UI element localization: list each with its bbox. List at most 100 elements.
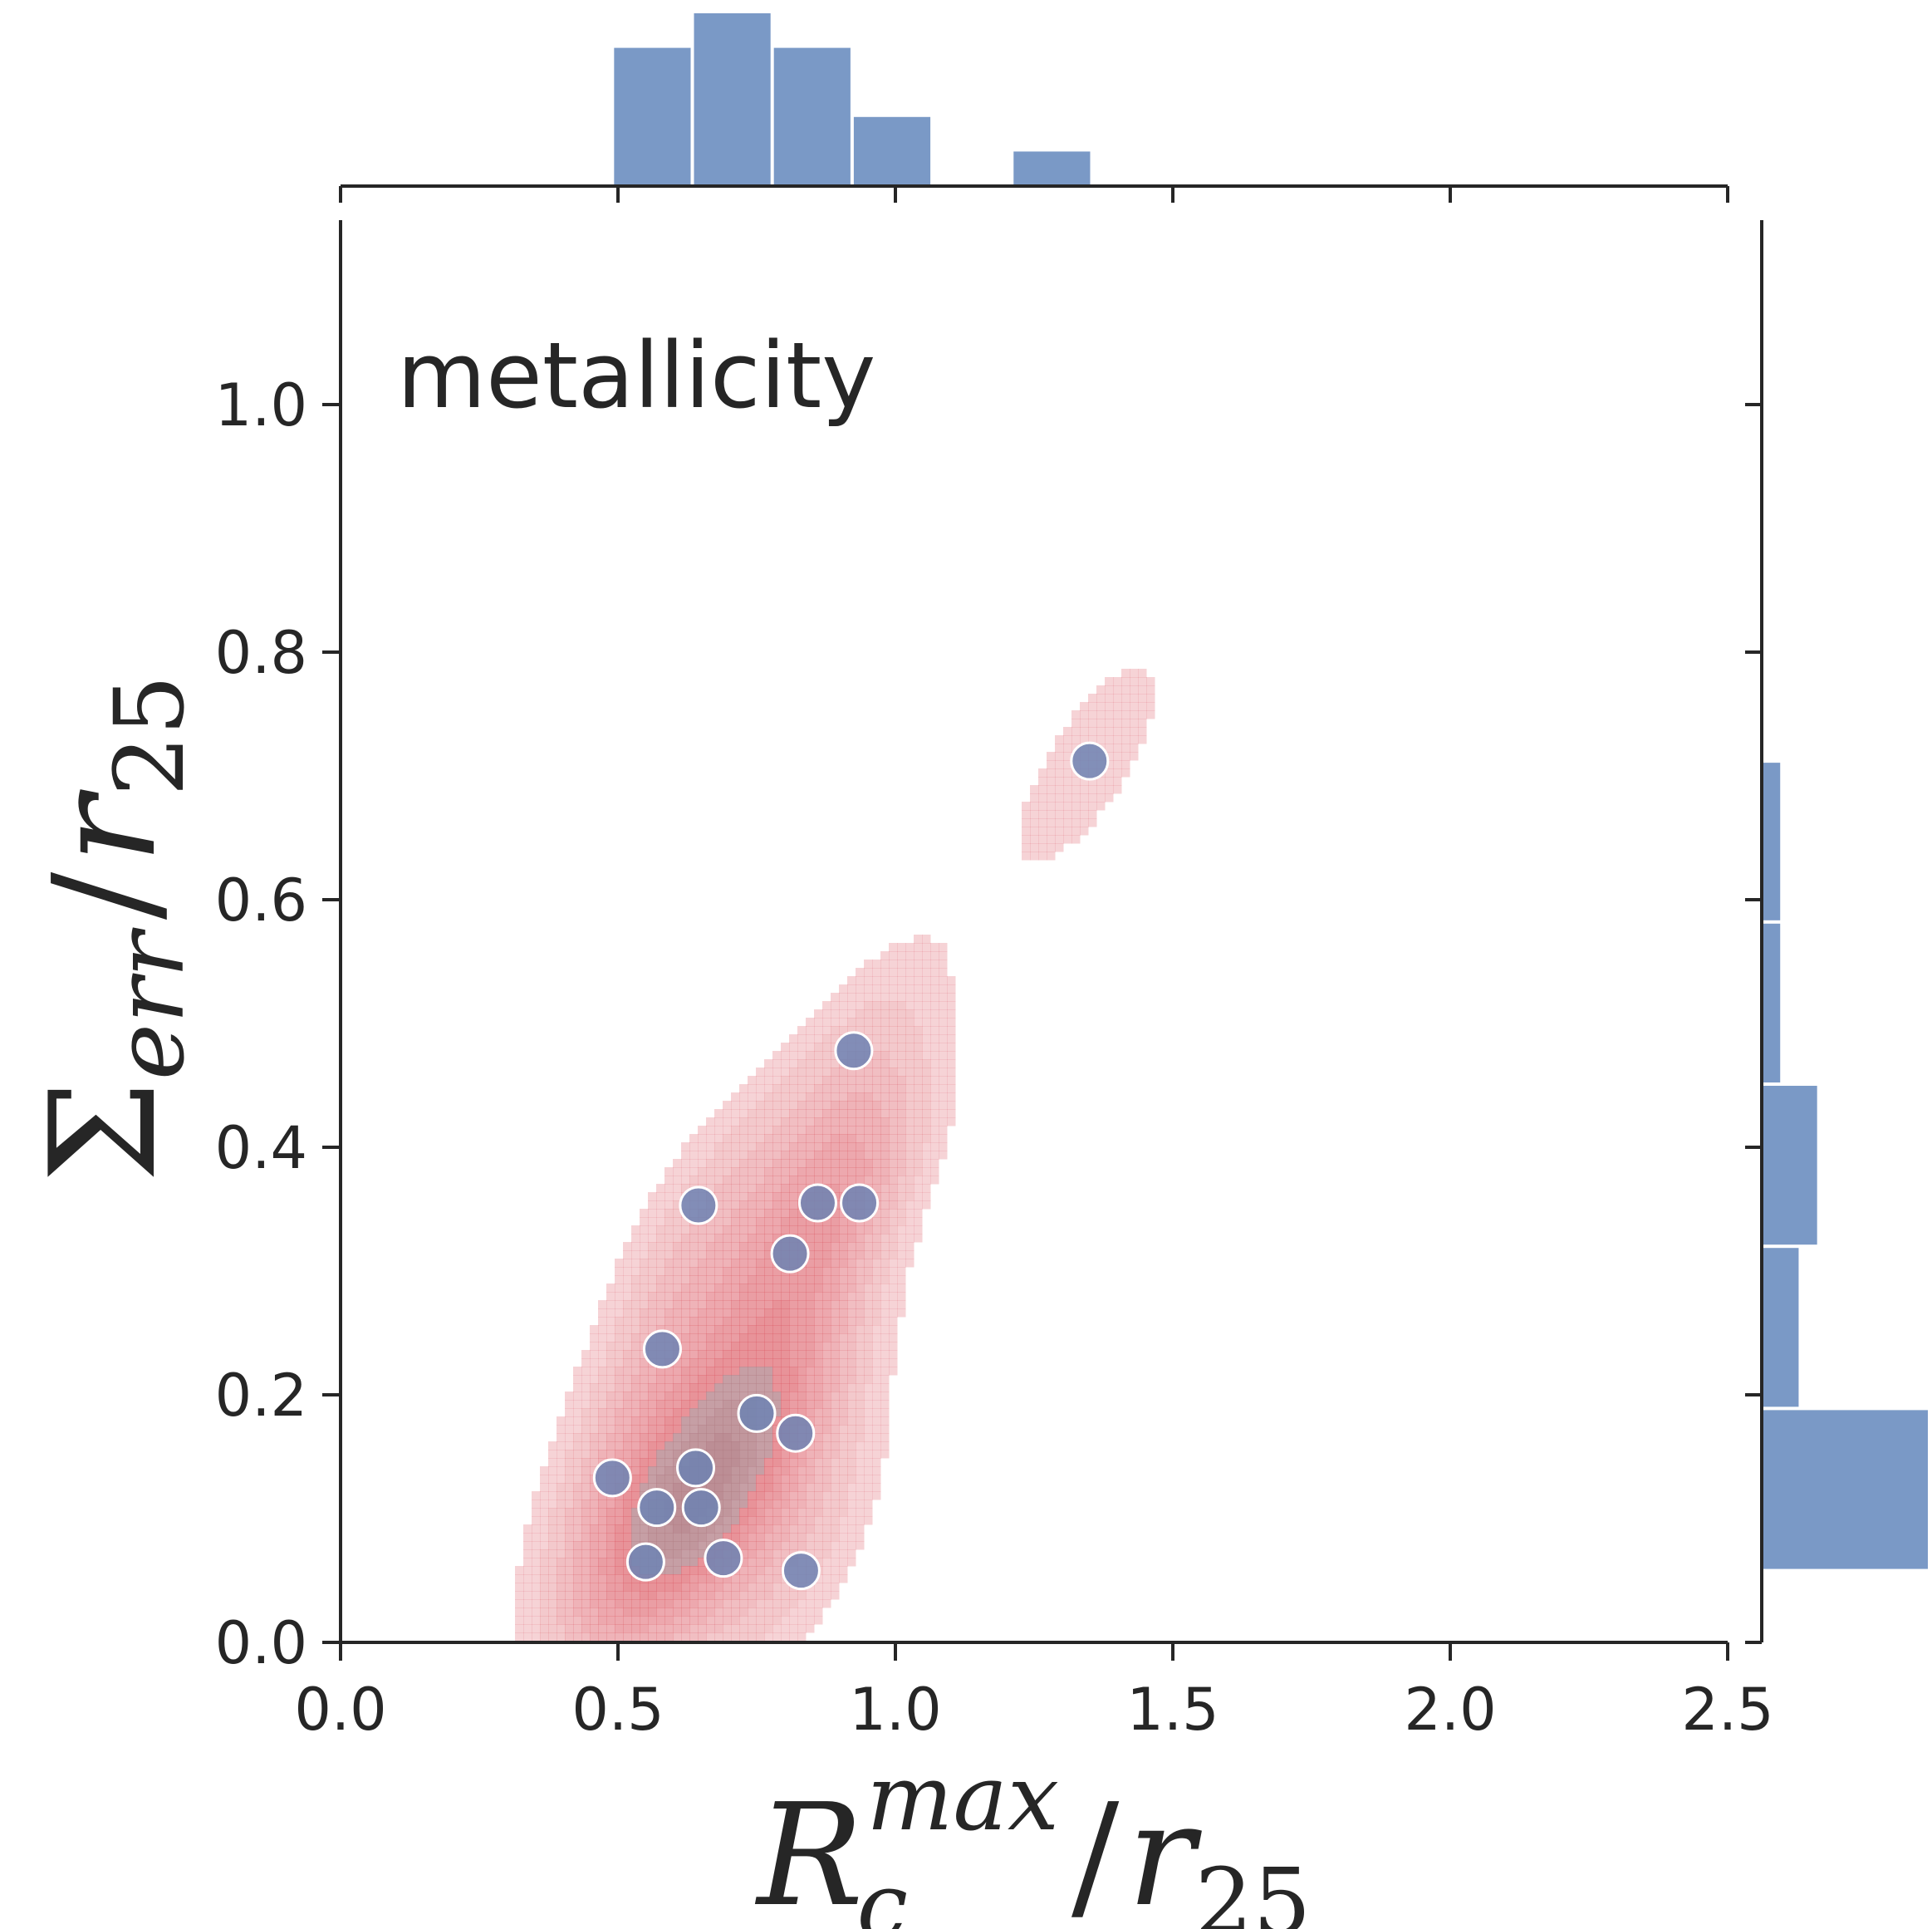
kde-cell <box>681 1383 690 1392</box>
kde-cell <box>905 1259 915 1268</box>
kde-cell <box>939 1084 948 1093</box>
kde-cell <box>822 1375 831 1384</box>
kde-cell <box>689 1342 699 1351</box>
kde-cell <box>598 1333 607 1342</box>
kde-cell <box>806 1450 815 1459</box>
kde-cell <box>515 1632 524 1642</box>
kde-cell <box>914 1134 923 1143</box>
kde-cell <box>540 1475 549 1484</box>
kde-cell <box>781 1317 790 1326</box>
kde-cell <box>557 1541 566 1550</box>
kde-cell <box>714 1358 723 1367</box>
kde-cell <box>781 1333 790 1342</box>
kde-cell <box>864 1450 873 1459</box>
kde-cell <box>839 1001 848 1010</box>
kde-cell <box>839 1126 848 1135</box>
kde-cell <box>598 1608 607 1617</box>
kde-cell <box>673 1234 682 1243</box>
kde-cell <box>889 1043 898 1052</box>
kde-cell <box>1063 793 1072 803</box>
kde-cell <box>781 1109 790 1118</box>
kde-cell <box>565 1624 574 1633</box>
kde-cell <box>947 1084 956 1093</box>
kde-cell <box>889 1068 898 1077</box>
kde-cell <box>839 1524 848 1534</box>
kde-cell <box>590 1500 599 1509</box>
kde-cell <box>856 1159 865 1168</box>
kde-cell <box>706 1599 715 1608</box>
kde-cell <box>864 1491 873 1500</box>
kde-cell <box>764 1159 773 1168</box>
kde-cell <box>731 1292 740 1301</box>
kde-cell <box>847 1308 856 1318</box>
kde-cell <box>1063 735 1072 744</box>
kde-cell <box>689 1549 699 1558</box>
kde-cell <box>772 1308 782 1318</box>
kde-cell <box>698 1441 707 1450</box>
kde-cell <box>1047 818 1056 827</box>
kde-cell <box>1063 744 1072 753</box>
kde-cell <box>706 1591 715 1600</box>
kde-cell <box>1030 793 1039 803</box>
kde-cell <box>748 1491 757 1500</box>
kde-cell <box>565 1441 574 1450</box>
kde-cell <box>648 1325 657 1334</box>
kde-cell <box>731 1616 740 1625</box>
kde-cell <box>581 1549 591 1558</box>
kde-cell <box>615 1433 624 1442</box>
kde-cell <box>748 1176 757 1185</box>
kde-cell <box>864 1117 873 1126</box>
kde-cell <box>615 1325 624 1334</box>
kde-cell <box>748 1383 757 1392</box>
kde-cell <box>723 1408 732 1417</box>
kde-cell <box>565 1475 574 1484</box>
kde-cell <box>590 1416 599 1426</box>
kde-cell <box>656 1441 665 1450</box>
kde-cell <box>831 1392 840 1401</box>
kde-cell <box>822 1475 831 1484</box>
kde-cell <box>689 1441 699 1450</box>
kde-cell <box>756 1325 765 1334</box>
kde-cell <box>797 1101 807 1110</box>
kde-cell <box>814 1151 823 1160</box>
kde-cell <box>781 1483 790 1492</box>
kde-cell <box>664 1441 674 1450</box>
kde-cell <box>706 1250 715 1259</box>
kde-cell <box>648 1367 657 1376</box>
kde-cell <box>797 1450 807 1459</box>
kde-cell <box>1088 777 1097 786</box>
kde-cell <box>764 1225 773 1234</box>
kde-cell <box>764 1242 773 1251</box>
kde-cell <box>689 1583 699 1592</box>
kde-cell <box>847 1425 856 1434</box>
kde-cell <box>814 1350 823 1359</box>
kde-cell <box>847 1350 856 1359</box>
kde-cell <box>822 1142 831 1151</box>
kde-cell <box>1038 785 1047 794</box>
kde-cell <box>615 1524 624 1534</box>
kde-cell <box>598 1533 607 1542</box>
kde-cell <box>681 1483 690 1492</box>
kde-cell <box>897 1184 906 1193</box>
kde-cell <box>1080 827 1089 836</box>
kde-cell <box>856 1242 865 1251</box>
kde-cell <box>673 1566 682 1575</box>
kde-cell <box>1047 777 1056 786</box>
kde-cell <box>797 1516 807 1525</box>
kde-cell <box>905 1076 915 1085</box>
kde-cell <box>856 1134 865 1143</box>
kde-cell <box>581 1441 591 1450</box>
kde-cell <box>939 1101 948 1110</box>
kde-cell <box>656 1250 665 1259</box>
kde-cell <box>540 1508 549 1517</box>
y-tick-label: 0.6 <box>215 866 307 935</box>
kde-cell <box>631 1524 640 1534</box>
kde-cell <box>656 1524 665 1534</box>
kde-cell <box>723 1250 732 1259</box>
kde-cell <box>706 1159 715 1168</box>
kde-cell <box>664 1558 674 1567</box>
kde-cell <box>1080 735 1089 744</box>
kde-cell <box>1063 777 1072 786</box>
kde-cell <box>781 1184 790 1193</box>
kde-cell <box>565 1608 574 1617</box>
